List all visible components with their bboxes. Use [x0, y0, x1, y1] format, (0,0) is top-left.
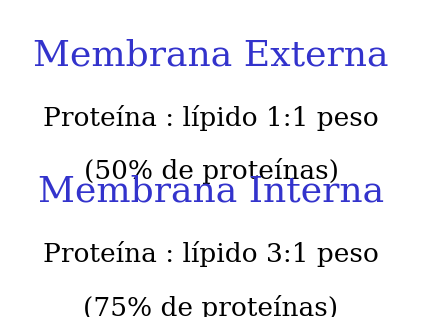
Text: Proteína : lípido 1:1 peso: Proteína : lípido 1:1 peso	[43, 105, 379, 131]
Text: (50% de proteínas): (50% de proteínas)	[84, 158, 338, 184]
Text: Membrana Interna: Membrana Interna	[38, 174, 384, 208]
Text: Proteína : lípido 3:1 peso: Proteína : lípido 3:1 peso	[43, 241, 379, 267]
Text: (75% de proteínas): (75% de proteínas)	[84, 295, 338, 317]
Text: Membrana Externa: Membrana Externa	[33, 38, 389, 72]
